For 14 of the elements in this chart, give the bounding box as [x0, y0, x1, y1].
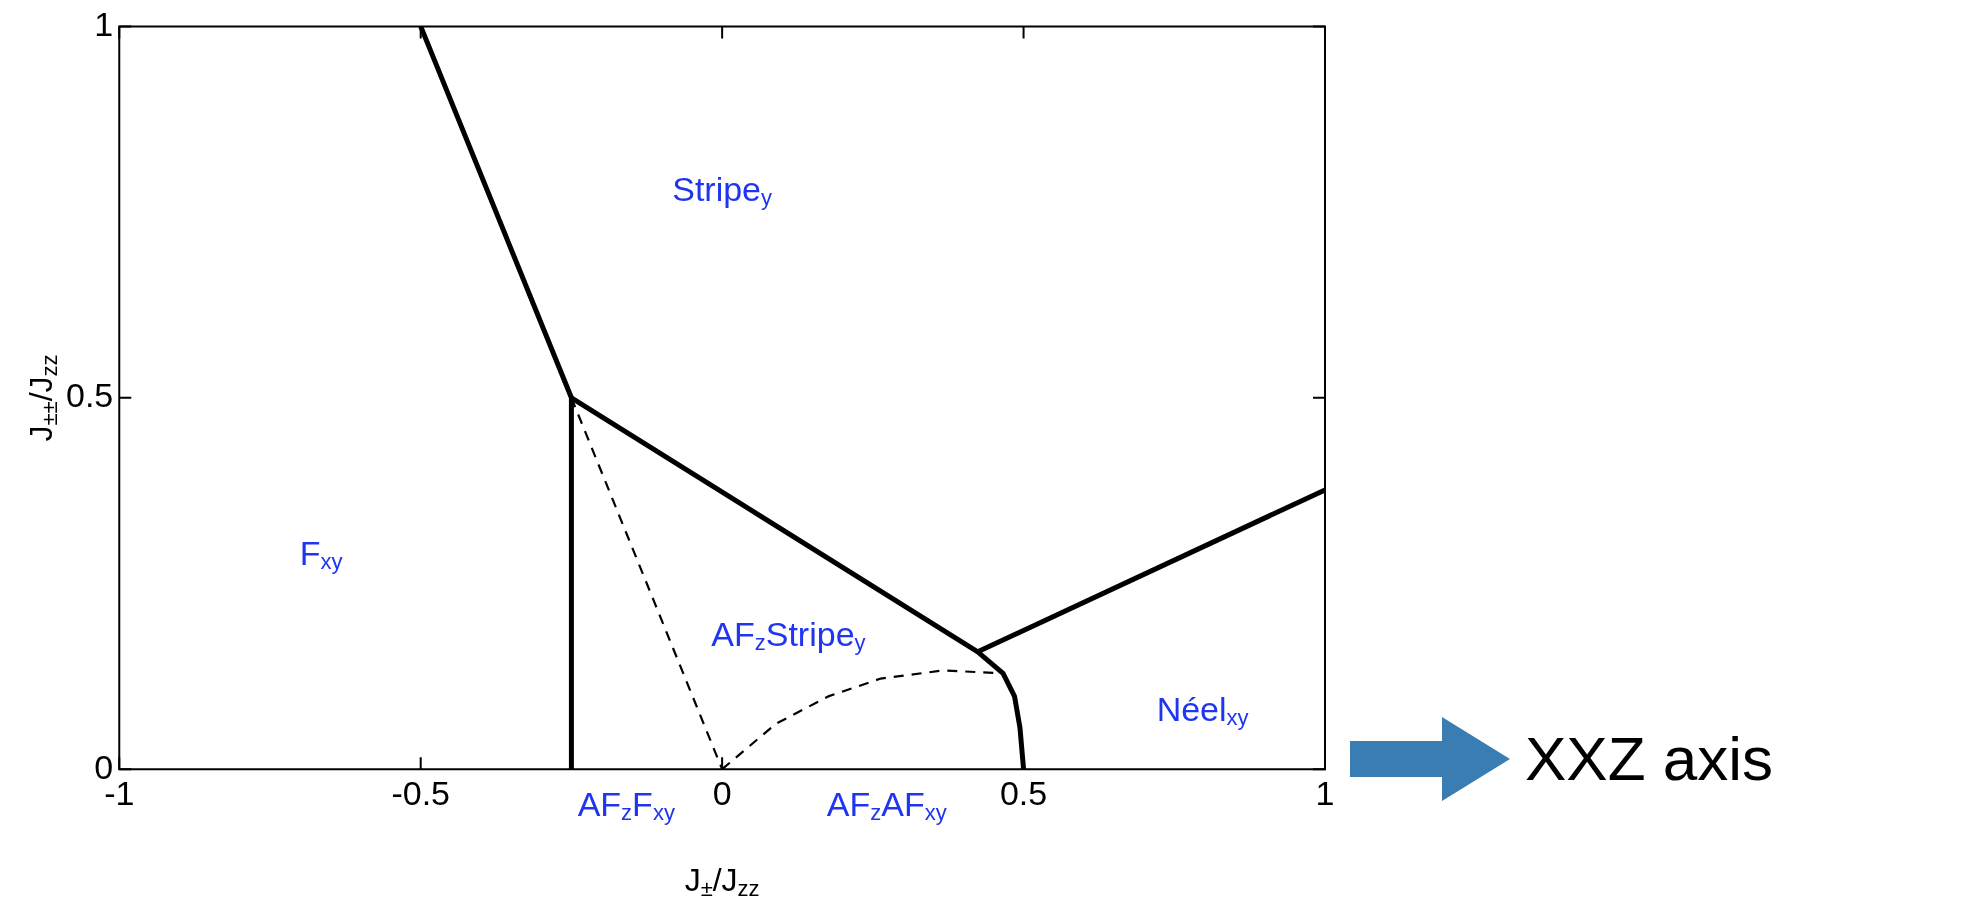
annotation: AF$_{z}$Stripe$_{y}$	[711, 614, 866, 655]
y-tick-label: 1	[94, 4, 114, 43]
text: AF$_{z}$F$_{xy}$	[577, 785, 675, 826]
annotation: F$_{xy}$	[299, 533, 343, 574]
text: XXZ axis	[1525, 724, 1774, 794]
x-tick-label: 0	[712, 773, 732, 812]
x-tick-label: 1	[1315, 773, 1335, 812]
x-tick-label: 0.5	[999, 773, 1048, 812]
annotation: Stripe$_{y}$	[672, 169, 773, 210]
y-tick-label: 0.5	[66, 376, 114, 415]
x-axis-title: J$_{±}$/J$_{zz}$	[684, 862, 760, 902]
x-tick-label: -0.5	[391, 773, 450, 812]
text: AF$_{z}$AF$_{xy}$	[826, 785, 947, 826]
annotation: Néel$_{xy}$	[1156, 689, 1249, 730]
